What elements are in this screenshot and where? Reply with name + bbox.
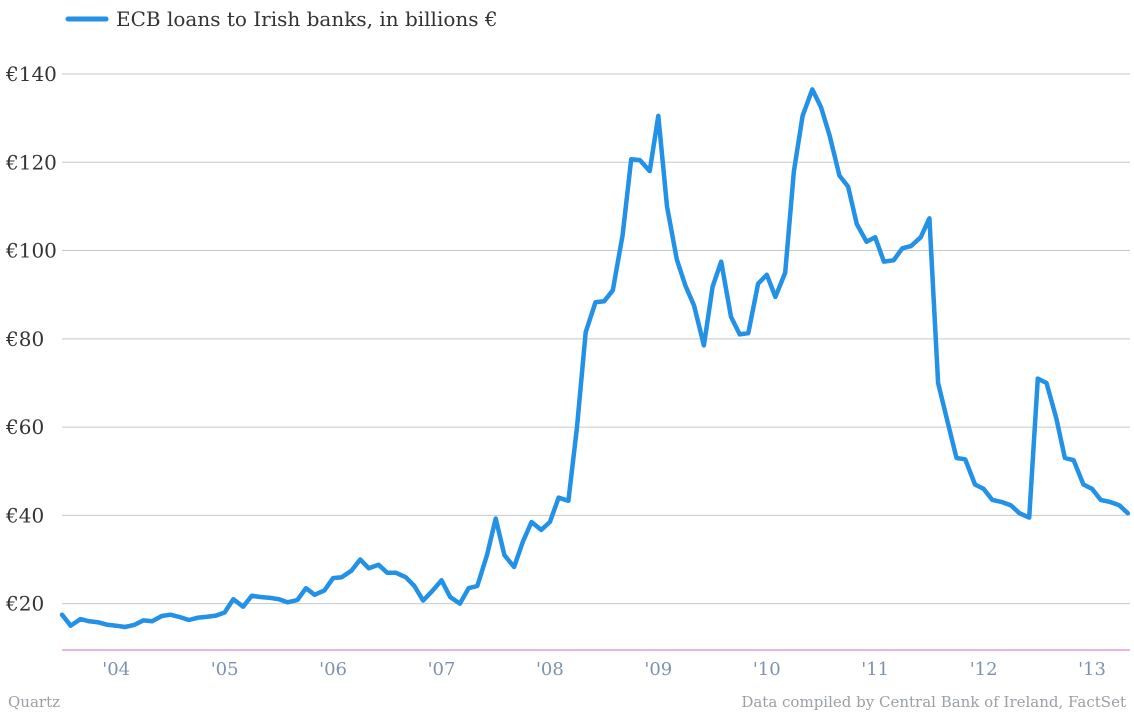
y-tick-label-120: €120 (5, 150, 57, 174)
x-tick-label-2006: '06 (319, 659, 347, 680)
x-tick-label-2010: '10 (753, 659, 781, 680)
y-tick-label-100: €100 (5, 239, 57, 263)
y-axis-ticks: €20 €40 €60 €80 €100 €120 €140 (5, 62, 57, 616)
x-tick-label-2012: '12 (970, 659, 998, 680)
x-tick-label-2011: '11 (861, 659, 889, 680)
footer-source-left: Quartz (8, 693, 60, 711)
legend: ECB loans to Irish banks, in billions € (65, 7, 498, 31)
x-tick-label-2009: '09 (644, 659, 672, 680)
x-tick-label-2005: '05 (211, 659, 239, 680)
y-tick-label-80: €80 (5, 327, 44, 351)
x-tick-label-2013: '13 (1078, 659, 1106, 680)
y-tick-label-60: €60 (5, 415, 44, 439)
y-tick-label-140: €140 (5, 62, 57, 86)
y-tick-label-20: €20 (5, 592, 44, 616)
x-tick-label-2004: '04 (102, 659, 130, 680)
x-tick-label-2008: '08 (536, 659, 564, 680)
series-line-ecb-loans (59, 87, 1131, 630)
y-tick-label-40: €40 (5, 503, 44, 527)
x-axis-ticks: '04 '05 '06 '07 '08 '09 '10 '11 '12 '13 (102, 659, 1106, 680)
legend-label-ecb-loans: ECB loans to Irish banks, in billions € (116, 7, 498, 31)
y-gridlines (62, 73, 1130, 605)
footer-source-right: Data compiled by Central Bank of Ireland… (741, 693, 1126, 711)
x-tick-label-2007: '07 (428, 659, 456, 680)
